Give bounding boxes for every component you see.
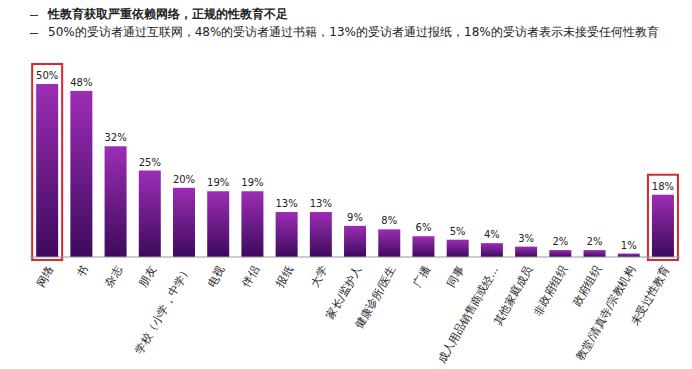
svg-text:同事: 同事: [445, 264, 467, 290]
svg-text:9%: 9%: [347, 212, 363, 223]
html-text:50%的受访者通过互联网，48%的受访者通过书籍，13%的受: 50%的受访者通过互联网，48%的受访者通过书籍，13%的受访者通过报纸，18%…: [48, 25, 659, 39]
svg-text:20%: 20%: [173, 174, 195, 185]
svg-text:3%: 3%: [518, 233, 534, 244]
svg-text:2%: 2%: [587, 236, 603, 247]
svg-text:家长/监护人: 家长/监护人: [323, 263, 365, 322]
svg-text:19%: 19%: [207, 177, 229, 188]
svg-text:杂志: 杂志: [103, 264, 125, 290]
svg-text:伴侣: 伴侣: [239, 264, 261, 290]
svg-text:13%: 13%: [276, 198, 298, 209]
svg-text:1%: 1%: [621, 240, 637, 251]
svg-text:电视: 电视: [205, 264, 227, 290]
svg-text:2%: 2%: [552, 236, 568, 247]
svg-text:4%: 4%: [484, 229, 500, 240]
svg-text:非政府组织: 非政府组织: [531, 264, 570, 318]
svg-text:报纸: 报纸: [273, 264, 296, 290]
html-text:性教育获取严重依赖网络，正规的性教育不足: 性教育获取严重依赖网络，正规的性教育不足: [48, 7, 288, 21]
svg-text:网络: 网络: [34, 264, 56, 290]
svg-text:其他家庭成员: 其他家庭成员: [491, 264, 535, 328]
svg-text:32%: 32%: [104, 132, 126, 143]
svg-text:广播: 广播: [411, 264, 433, 290]
svg-text:48%: 48%: [70, 77, 92, 88]
svg-text:18%: 18%: [652, 181, 674, 192]
svg-text:学校（小学，中学）: 学校（小学，中学）: [133, 264, 194, 356]
svg-text:教堂/清真寺/宗教机构: 教堂/清真寺/宗教机构: [574, 264, 638, 363]
svg-text:25%: 25%: [139, 157, 161, 168]
svg-text:成人用品销售商或经...: 成人用品销售商或经...: [435, 264, 501, 365]
svg-text:8%: 8%: [381, 215, 397, 226]
svg-text:13%: 13%: [310, 198, 332, 209]
svg-text:19%: 19%: [241, 177, 263, 188]
svg-text:50%: 50%: [36, 70, 58, 81]
svg-text:未受过性教育: 未受过性教育: [628, 264, 672, 328]
svg-text:书: 书: [74, 264, 91, 280]
svg-text:5%: 5%: [450, 226, 466, 237]
svg-text:政府组织: 政府组织: [571, 264, 604, 309]
svg-text:6%: 6%: [416, 222, 432, 233]
svg-text:健康诊所/医生: 健康诊所/医生: [352, 264, 398, 331]
svg-text:大学: 大学: [308, 264, 330, 290]
svg-text:朋友: 朋友: [137, 264, 159, 290]
